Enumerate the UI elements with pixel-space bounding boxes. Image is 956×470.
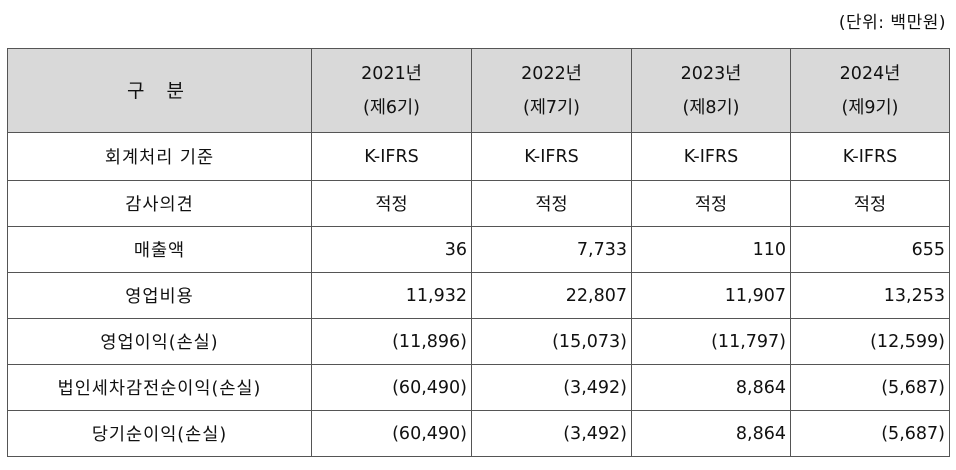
column-header: 2023년 (제8기): [631, 48, 791, 133]
column-header: 2022년 (제7기): [471, 48, 632, 133]
row-label: 영업이익(손실): [7, 318, 312, 365]
table-cell: 적정: [631, 180, 791, 227]
table-cell: 11,932: [311, 272, 472, 319]
table-cell: 655: [790, 226, 950, 273]
column-term: (제6기): [363, 97, 420, 118]
table-cell: 13,253: [790, 272, 950, 319]
table-cell: (5,687): [790, 364, 950, 411]
table-row: 매출액 36 7,733 110 655: [7, 226, 950, 273]
table-cell: (3,492): [471, 364, 632, 411]
table-cell: 7,733: [471, 226, 632, 273]
row-label: 당기순이익(손실): [7, 410, 312, 457]
table-cell: 8,864: [631, 364, 791, 411]
table-cell: (60,490): [311, 410, 472, 457]
table-cell: (5,687): [790, 410, 950, 457]
header-row: 구 분 2021년 (제6기) 2022년 (제7기) 2023년 (제8기) 202…: [7, 48, 950, 133]
row-label: 매출액: [7, 226, 312, 273]
table-row: 당기순이익(손실) (60,490) (3,492) 8,864 (5,687): [7, 410, 950, 457]
table-cell: K-IFRS: [311, 132, 472, 181]
column-year: 2023년: [680, 63, 742, 84]
row-label: 법인세차감전순이익(손실): [7, 364, 312, 411]
table-row: 회계처리 기준 K-IFRS K-IFRS K-IFRS K-IFRS: [7, 132, 950, 181]
table-cell: K-IFRS: [471, 132, 632, 181]
row-label: 회계처리 기준: [7, 132, 312, 181]
table-cell: (11,896): [311, 318, 472, 365]
row-label: 영업비용: [7, 272, 312, 319]
table-cell: (15,073): [471, 318, 632, 365]
column-term: (제8기): [682, 97, 740, 118]
table-cell: 22,807: [471, 272, 632, 319]
table-row: 영업비용 11,932 22,807 11,907 13,253: [7, 272, 950, 319]
financial-summary-table: 구 분 2021년 (제6기) 2022년 (제7기) 2023년 (제8기) 202…: [7, 48, 950, 457]
column-year: 2024년: [839, 63, 901, 84]
table-cell: 110: [631, 226, 791, 273]
table-cell: 적정: [790, 180, 950, 227]
table-cell: (11,797): [631, 318, 791, 365]
table-row: 감사의견 적정 적정 적정 적정: [7, 180, 950, 227]
table-cell: 8,864: [631, 410, 791, 457]
column-header: 2021년 (제6기): [311, 48, 472, 133]
column-term: (제9기): [841, 97, 899, 118]
column-header: 2024년 (제9기): [790, 48, 950, 133]
header-label: 구 분: [7, 48, 312, 133]
column-term: (제7기): [523, 97, 580, 118]
column-year: 2021년: [361, 63, 422, 84]
table-cell: K-IFRS: [790, 132, 950, 181]
table-cell: 11,907: [631, 272, 791, 319]
table-cell: 적정: [311, 180, 472, 227]
table-cell: (60,490): [311, 364, 472, 411]
column-year: 2022년: [521, 63, 582, 84]
table-cell: 36: [311, 226, 472, 273]
table-cell: (3,492): [471, 410, 632, 457]
table-cell: (12,599): [790, 318, 950, 365]
table-row: 영업이익(손실) (11,896) (15,073) (11,797) (12,…: [7, 318, 950, 365]
table-row: 법인세차감전순이익(손실) (60,490) (3,492) 8,864 (5,…: [7, 364, 950, 411]
table-cell: K-IFRS: [631, 132, 791, 181]
row-label: 감사의견: [7, 180, 312, 227]
table-cell: 적정: [471, 180, 632, 227]
unit-note: (단위: 백만원): [838, 13, 946, 33]
